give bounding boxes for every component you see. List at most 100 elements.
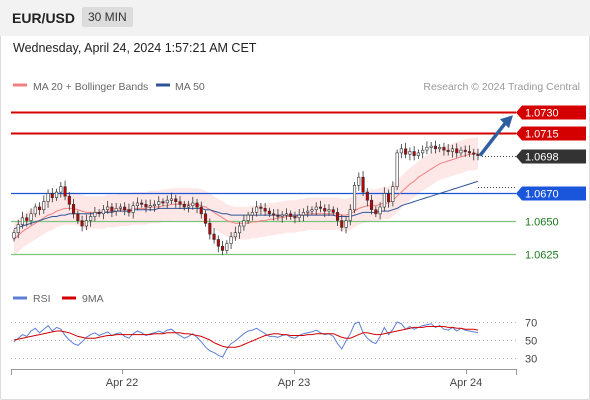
candle xyxy=(280,211,284,223)
candle xyxy=(323,204,327,218)
candle xyxy=(455,143,459,158)
candle xyxy=(140,199,144,208)
candle xyxy=(97,209,101,218)
candle xyxy=(123,202,127,216)
candle xyxy=(318,200,323,213)
bollinger-legend-label: MA 20 + Bollinger Bands xyxy=(33,81,148,93)
candle xyxy=(450,144,455,158)
candle xyxy=(348,204,352,226)
candle xyxy=(144,199,148,213)
candle xyxy=(20,211,25,229)
candle xyxy=(416,149,420,159)
candle xyxy=(374,206,378,218)
candle xyxy=(16,219,20,239)
candle xyxy=(335,207,340,226)
candle xyxy=(89,212,93,227)
candle xyxy=(365,188,369,207)
candle xyxy=(161,198,165,207)
level-tag-1.0698 xyxy=(516,149,586,164)
candle xyxy=(446,144,450,156)
candle xyxy=(25,213,29,227)
candle xyxy=(467,145,472,157)
candle xyxy=(76,210,80,224)
timestamp: Wednesday, April 24, 2024 1:57:21 AM CET xyxy=(13,41,257,55)
candle xyxy=(242,215,246,231)
candle xyxy=(191,196,195,210)
candle xyxy=(80,215,84,232)
candle xyxy=(404,142,408,159)
candle xyxy=(225,240,229,254)
candle xyxy=(284,208,289,220)
candle xyxy=(182,200,186,211)
candle xyxy=(110,202,114,218)
rsi-legend-label: RSI xyxy=(33,293,51,305)
candle xyxy=(433,140,438,154)
rsi-legend-swatch xyxy=(13,296,27,300)
x-tick-label: Apr 23 xyxy=(278,377,310,389)
credit-text: Research © 2024 Trading Central xyxy=(423,81,580,93)
level-label-1.0698: 1.0698 xyxy=(525,152,559,164)
candle xyxy=(263,202,267,216)
candle xyxy=(472,148,476,161)
candle xyxy=(272,209,276,221)
candle xyxy=(255,200,259,217)
candle xyxy=(221,240,225,256)
level-tag-1.0730 xyxy=(516,105,586,120)
candle xyxy=(37,202,42,216)
candle xyxy=(233,226,237,241)
candle xyxy=(216,235,220,253)
candle xyxy=(344,216,348,234)
level-label-1.0670: 1.0670 xyxy=(525,189,559,201)
candle xyxy=(267,207,271,218)
rsi-ma-line xyxy=(13,326,479,348)
candle xyxy=(425,141,429,155)
rsi-ma-legend-label: 9MA xyxy=(82,293,104,305)
candle xyxy=(67,192,71,211)
candle xyxy=(238,221,242,239)
candle xyxy=(314,202,318,216)
candle xyxy=(340,214,344,232)
candle xyxy=(412,146,416,161)
candle xyxy=(46,189,50,208)
rsi-ma-legend-swatch xyxy=(62,296,76,300)
rsi-tick-30: 30 xyxy=(525,354,537,366)
candle xyxy=(246,211,250,224)
candle xyxy=(101,204,105,220)
ma50-legend-label: MA 50 xyxy=(175,81,205,93)
candle xyxy=(93,207,97,222)
candle xyxy=(187,200,191,213)
level-label-1.0730: 1.0730 xyxy=(525,108,559,120)
candle xyxy=(127,203,131,217)
candle xyxy=(50,188,54,203)
level-tag-1.0670 xyxy=(516,186,586,201)
candle xyxy=(438,144,442,153)
candle xyxy=(106,200,110,214)
timeframe-badge[interactable]: 30 MIN xyxy=(82,7,133,27)
candle xyxy=(357,172,361,191)
level-tag-1.0715 xyxy=(516,126,586,141)
candle xyxy=(165,195,169,209)
candle xyxy=(229,232,233,249)
candle xyxy=(352,181,357,214)
candle xyxy=(293,211,297,224)
candle xyxy=(208,218,212,240)
ma50-line xyxy=(13,180,479,230)
rsi-tick-50: 50 xyxy=(525,336,537,348)
level-label-1.0650: 1.0650 xyxy=(525,217,559,229)
candle xyxy=(301,208,306,222)
forecast-arrow-shaft xyxy=(478,121,508,157)
candle xyxy=(399,144,403,159)
candle xyxy=(33,203,37,218)
candle xyxy=(327,204,331,216)
candle xyxy=(331,206,335,216)
candle xyxy=(386,189,391,208)
candle xyxy=(212,228,216,244)
candle xyxy=(276,209,280,221)
candle xyxy=(59,181,63,198)
candle xyxy=(395,149,399,191)
candle xyxy=(250,207,254,221)
candle xyxy=(289,210,293,220)
candle xyxy=(369,194,374,215)
x-tick-label: Apr 22 xyxy=(106,377,138,389)
rsi-tick-70: 70 xyxy=(525,318,537,330)
